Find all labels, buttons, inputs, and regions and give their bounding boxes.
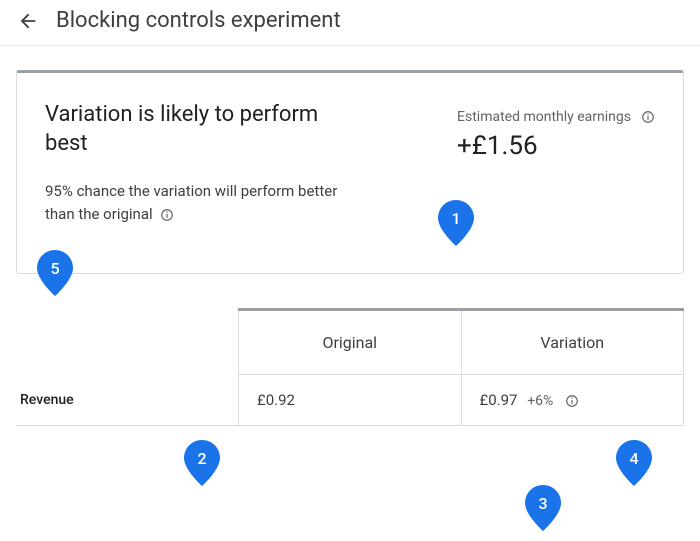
table-row: Revenue £0.92 £0.97 +6% bbox=[16, 375, 684, 426]
column-header-variation: Variation bbox=[461, 310, 684, 375]
summary-card: Variation is likely to perform best 95% … bbox=[16, 70, 684, 274]
comparison-table: Original Variation Revenue £0.92 £0.97 +… bbox=[16, 308, 684, 426]
annotation-number: 4 bbox=[616, 449, 652, 468]
variation-value-text: £0.97 bbox=[480, 391, 518, 409]
info-icon[interactable] bbox=[160, 208, 174, 222]
row-label-revenue: Revenue bbox=[16, 375, 239, 426]
back-button[interactable] bbox=[16, 9, 40, 33]
page-title: Blocking controls experiment bbox=[56, 8, 341, 33]
card-subtext-text: 95% chance the variation will perform be… bbox=[45, 182, 337, 223]
earnings-value: +£1.56 bbox=[457, 131, 655, 161]
arrow-left-icon bbox=[17, 10, 39, 32]
earnings-label: Estimated monthly earnings bbox=[457, 109, 655, 125]
info-icon[interactable] bbox=[565, 394, 579, 408]
info-icon[interactable] bbox=[641, 110, 655, 124]
annotation-marker: 2 bbox=[184, 440, 220, 486]
annotation-number: 3 bbox=[525, 494, 561, 513]
card-subtext: 95% chance the variation will perform be… bbox=[45, 180, 365, 225]
cell-original-revenue: £0.92 bbox=[239, 375, 462, 426]
annotation-number: 2 bbox=[184, 449, 220, 468]
column-header-original: Original bbox=[239, 310, 462, 375]
earnings-label-text: Estimated monthly earnings bbox=[457, 109, 631, 125]
annotation-marker: 3 bbox=[525, 485, 561, 531]
annotation-marker: 4 bbox=[616, 440, 652, 486]
variation-delta: +6% bbox=[527, 393, 553, 409]
card-headline: Variation is likely to perform best bbox=[45, 101, 365, 158]
cell-variation-revenue: £0.97 +6% bbox=[461, 375, 684, 426]
